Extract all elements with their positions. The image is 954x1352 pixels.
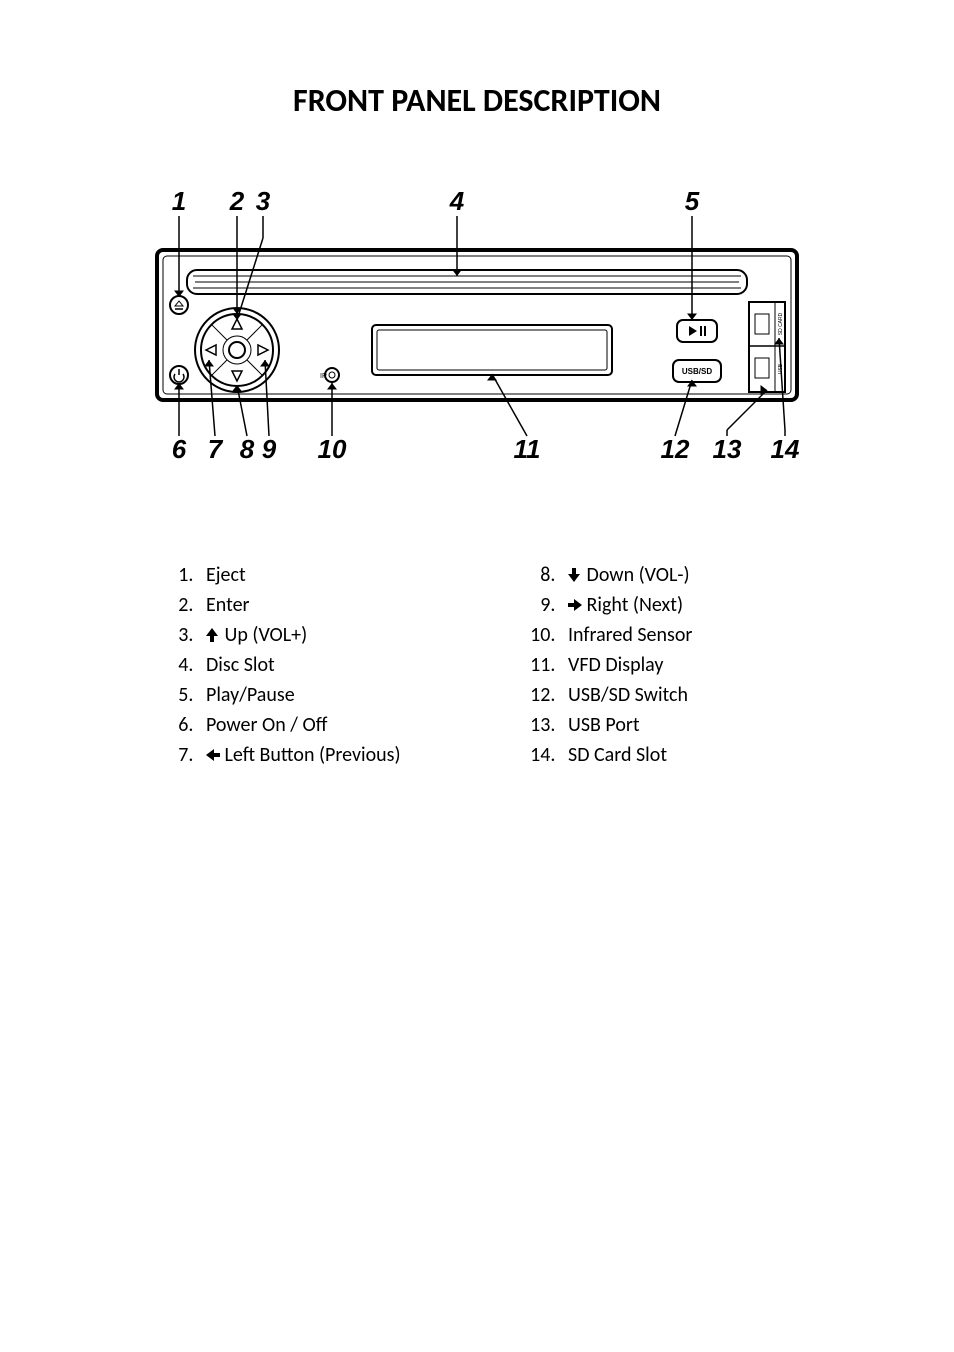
svg-text:6: 6 [172,434,187,464]
svg-text:USB/SD: USB/SD [682,367,712,376]
svg-text:3: 3 [256,186,271,216]
svg-text:9: 9 [262,434,277,464]
legend-item: Down (VOL-) [560,560,854,590]
legend-item-text: Up (VOL+) [220,623,307,647]
legend-item-text: Right (Next) [582,593,683,617]
legend-item-text: Power On / Off [206,713,327,737]
legend-item-text: Eject [206,563,246,587]
svg-text:IR: IR [320,373,327,380]
legend-left-column: Eject Enter Up (VOL+) Disc Slot Play/Pause P… [170,560,492,770]
legend-item: Play/Pause [198,680,492,710]
legend-item-text: VFD Display [568,653,663,677]
legend-item: SD Card Slot [560,740,854,770]
legend-item: Eject [198,560,492,590]
front-panel-diagram: IRUSB/SDSD CARDUSB1234567891011121314 [117,180,837,480]
legend-item: Enter [198,590,492,620]
legend-item-text: Enter [206,593,250,617]
legend-item-text: Play/Pause [206,683,295,707]
legend-item-text: Left Button (Previous) [220,743,401,767]
legend-item: VFD Display [560,650,854,680]
legend-item: USB Port [560,710,854,740]
svg-text:5: 5 [685,186,700,216]
up-arrow-icon [206,628,220,642]
legend-right-column: Down (VOL-) Right (Next) Infrared Sensor V… [532,560,854,770]
left-arrow-icon [206,748,220,762]
svg-text:7: 7 [208,434,224,464]
right-arrow-icon [568,598,582,612]
svg-text:SD CARD: SD CARD [778,313,784,336]
legend-item-text: Down (VOL-) [582,563,690,587]
svg-text:12: 12 [661,434,690,464]
page-title: FRONT PANEL DESCRIPTION [100,81,854,120]
svg-text:2: 2 [229,186,245,216]
legend-item-text: Disc Slot [206,653,275,677]
legend-item: USB/SD Switch [560,680,854,710]
legend-item: Power On / Off [198,710,492,740]
svg-text:13: 13 [713,434,742,464]
svg-text:1: 1 [172,186,186,216]
legend-item-text: USB/SD Switch [568,683,688,707]
legend-item: Left Button (Previous) [198,740,492,770]
svg-text:10: 10 [318,434,347,464]
legend-item: Infrared Sensor [560,620,854,650]
legend-item-text: SD Card Slot [568,743,667,767]
legend-item-text: Infrared Sensor [568,623,692,647]
svg-text:14: 14 [771,434,800,464]
legend-item: Right (Next) [560,590,854,620]
svg-text:11: 11 [514,434,541,464]
down-arrow-icon [568,568,582,582]
legend-item: Up (VOL+) [198,620,492,650]
svg-text:8: 8 [240,434,255,464]
legend-item: Disc Slot [198,650,492,680]
legend-item-text: USB Port [568,713,640,737]
svg-text:4: 4 [449,186,465,216]
